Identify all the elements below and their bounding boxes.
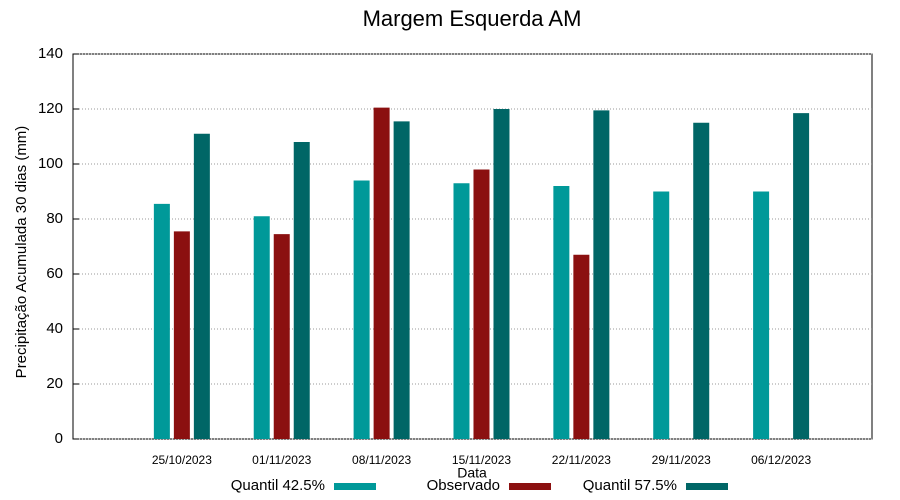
plot-frame: [72, 53, 873, 440]
bar: [393, 121, 410, 439]
y-axis-label: Precipitação Acumulada 30 dias (mm): [13, 126, 30, 379]
bar: [753, 191, 770, 439]
y-tick-label: 100: [38, 155, 63, 172]
bar: [693, 122, 710, 439]
y-tick-label: 120: [38, 100, 63, 117]
bar: [173, 231, 190, 439]
bar: [293, 142, 310, 439]
chart-title: Margem Esquerda AM: [363, 6, 582, 31]
legend-swatch: [686, 483, 728, 490]
legend-label: Quantil 57.5%: [583, 477, 677, 494]
bar: [453, 183, 470, 439]
y-tick-label: 60: [46, 265, 63, 282]
bar: [473, 169, 490, 439]
bar: [573, 254, 590, 439]
bar: [493, 109, 510, 439]
y-tick-label: 140: [38, 45, 63, 62]
bar: [153, 203, 170, 439]
y-tick-label: 40: [46, 320, 63, 337]
y-tick-label: 0: [55, 430, 63, 447]
bar: [253, 216, 270, 439]
legend-swatch: [509, 483, 551, 490]
x-tick-label: 06/12/2023: [751, 453, 811, 467]
x-tick-label: 25/10/2023: [152, 453, 212, 467]
bar: [373, 107, 390, 439]
x-tick-label: 29/11/2023: [652, 453, 711, 467]
y-tick-label: 80: [46, 210, 63, 227]
bar: [353, 180, 370, 439]
bar: [793, 113, 810, 439]
x-tick-label: 01/11/2023: [252, 453, 311, 467]
x-tick-label: 08/11/2023: [352, 453, 411, 467]
bar: [273, 234, 290, 439]
x-axis-label: Data: [457, 465, 487, 481]
bar: [553, 186, 570, 439]
y-tick-label: 20: [46, 375, 63, 392]
legend-label: Observado: [427, 477, 500, 494]
legend-label: Quantil 42.5%: [231, 477, 325, 494]
bar: [653, 191, 670, 439]
bar: [593, 110, 610, 439]
bar: [193, 133, 210, 439]
legend-swatch: [334, 483, 376, 490]
x-tick-label: 15/11/2023: [452, 453, 511, 467]
x-tick-label: 22/11/2023: [552, 453, 611, 467]
